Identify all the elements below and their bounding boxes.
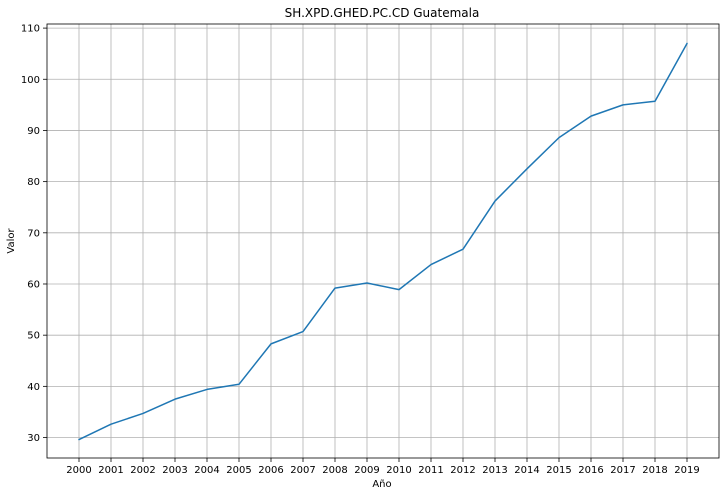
y-tick-label: 50 [27, 331, 40, 342]
x-tick-label: 2003 [162, 465, 187, 476]
x-tick-label: 2007 [290, 465, 315, 476]
x-tick-label: 2009 [354, 465, 379, 476]
series-line [78, 42, 688, 441]
x-tick-label: 2014 [514, 465, 539, 476]
x-tick-label: 2004 [194, 465, 219, 476]
y-tick-label: 30 [27, 433, 40, 444]
x-tick-label: 2000 [66, 465, 91, 476]
axes: 2000 2001 2002 2003 2004 2005 2006 2007 2008 2009… [21, 23, 720, 476]
x-tick-label: 2012 [450, 465, 475, 476]
y-tick-label: 100 [21, 75, 40, 86]
y-tick-label: 70 [27, 228, 40, 239]
y-tick-label: 80 [27, 177, 40, 188]
x-tick-label: 2006 [258, 465, 283, 476]
x-tick-label: 2005 [226, 465, 251, 476]
x-axis-label: Año [372, 479, 391, 490]
y-tick-label: 90 [27, 126, 40, 137]
y-tick-label: 110 [21, 24, 40, 35]
x-tick-label: 2019 [674, 465, 699, 476]
x-tick-label: 2010 [386, 465, 411, 476]
y-tick-label: 60 [27, 279, 40, 290]
x-tick-label: 2013 [482, 465, 507, 476]
plot-frame [46, 23, 720, 459]
x-tick-label: 2011 [418, 465, 443, 476]
y-axis-label: Valor [6, 228, 17, 254]
y-tick-label: 40 [27, 382, 40, 393]
x-tick-label: 2001 [98, 465, 123, 476]
grid [47, 24, 719, 458]
x-tick-label: 2017 [610, 465, 635, 476]
x-tick-label: 2016 [578, 465, 603, 476]
x-tick-label: 2018 [642, 465, 667, 476]
series-layer [78, 42, 688, 441]
chart-title: SH.XPD.GHED.PC.CD Guatemala [285, 6, 480, 20]
x-tick-label: 2008 [322, 465, 347, 476]
x-tick-label: 2002 [130, 465, 155, 476]
x-tick-label: 2015 [546, 465, 571, 476]
